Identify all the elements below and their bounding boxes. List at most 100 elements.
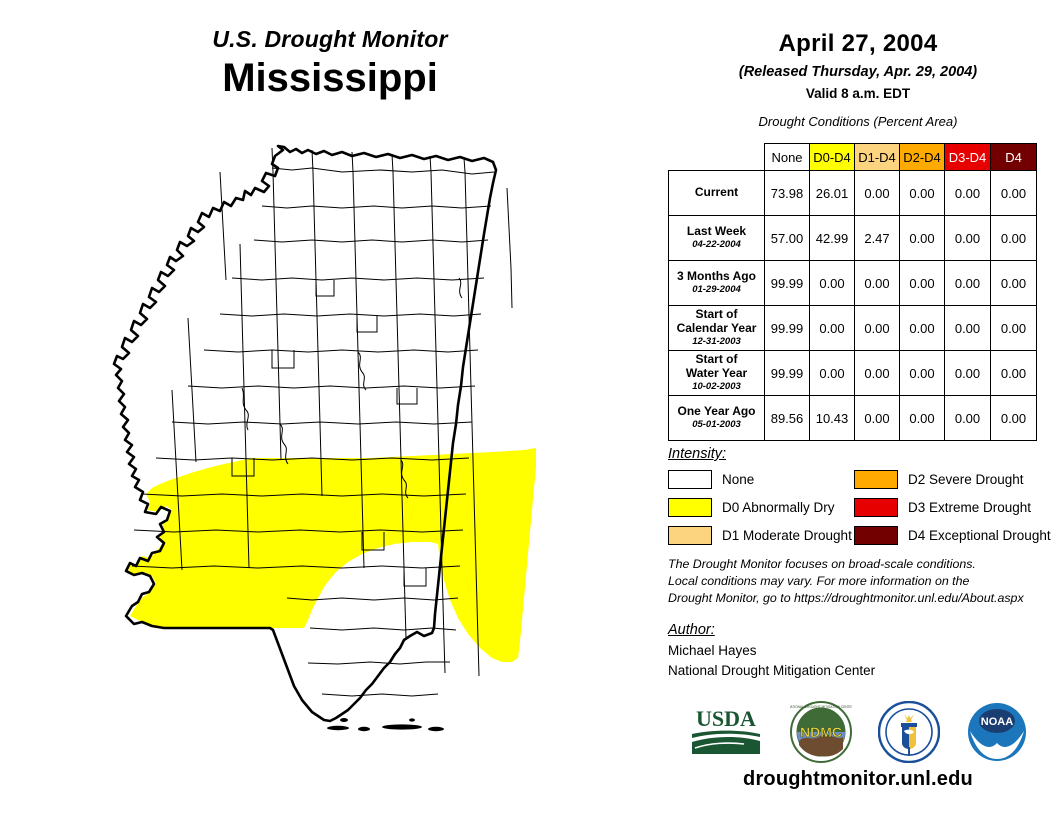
table-row: Last Week 04-22-2004 57.00 42.99 2.47 0.… [668,215,1037,261]
release-date: (Released Thursday, Apr. 29, 2004) [738,64,978,80]
valid-time: Valid 8 a.m. EDT [805,86,911,101]
cell-cy-d4: 0.00 [990,305,1037,351]
cell-lastweek-d4: 0.00 [990,215,1037,261]
map-title-primary: U.S. Drought Monitor [212,26,448,52]
author-organization: National Drought Mitigation Center [668,663,876,678]
usda-logo[interactable]: USDA [688,704,764,760]
cell-wy-d0d4: 0.00 [809,350,855,396]
intensity-legend-grid: None D2 Severe Drought D0 Abnormally Dry… [668,470,1056,545]
row-label-start-calendar-year: Start of Calendar Year 12-31-2003 [668,305,765,351]
barrier-islands [327,718,444,732]
state-outline [112,144,498,723]
cell-1yr-d1d4: 0.00 [854,395,900,441]
legend-item-d0: D0 Abnormally Dry [668,498,854,517]
cell-lastweek-d1d4: 2.47 [854,215,900,261]
cell-lastweek-d2d4: 0.00 [899,215,945,261]
cell-current-d2d4: 0.00 [899,170,945,216]
swatch-d2-icon [854,470,898,489]
cell-current-d1d4: 0.00 [854,170,900,216]
cell-cy-d3d4: 0.00 [944,305,991,351]
legend-label-none: None [722,472,755,487]
cell-3mo-d2d4: 0.00 [899,260,945,306]
cell-1yr-d3d4: 0.00 [944,395,991,441]
cell-cy-d0d4: 0.00 [809,305,855,351]
legend-label-d0: D0 Abnormally Dry [722,500,835,515]
cell-1yr-d0d4: 10.43 [809,395,855,441]
table-row: Start of Water Year 10-02-2003 99.99 0.0… [668,350,1037,396]
author-heading: Author: [668,622,715,638]
drought-conditions-table: None D0-D4 D1-D4 D2-D4 D3-D4 D4 Current [668,143,1037,441]
cell-1yr-none: 89.56 [764,395,810,441]
info-panel: April 27, 2004 (Released Thursday, Apr. … [660,0,1056,816]
intensity-heading: Intensity: [668,446,727,462]
cell-cy-none: 99.99 [764,305,810,351]
col-header-d1-d4: D1-D4 [854,143,900,171]
swatch-d4-icon [854,526,898,545]
legend-item-none: None [668,470,854,489]
legend-item-d4: D4 Exceptional Drought [854,526,1054,545]
logo-row: USDA NDMC NATIONAL DROUGHT MITIGATION CE… [660,694,1056,770]
swatch-d3-icon [854,498,898,517]
report-date: April 27, 2004 [778,30,938,57]
row-label-current: Current [668,170,765,216]
swatch-d0-icon [668,498,712,517]
map-title-block: U.S. Drought Monitor Mississippi [0,26,660,99]
cell-3mo-d0d4: 0.00 [809,260,855,306]
legend-label-d1: D1 Moderate Drought [722,528,852,543]
table-header-row: None D0-D4 D1-D4 D2-D4 D3-D4 D4 [669,143,1037,171]
ndmc-logo-ring-text: NATIONAL DROUGHT MITIGATION CENTER [790,705,852,709]
legend-label-d4: D4 Exceptional Drought [908,528,1051,543]
cell-current-d4: 0.00 [990,170,1037,216]
cell-3mo-d4: 0.00 [990,260,1037,306]
disclaimer-line-1: The Drought Monitor focuses on broad-sca… [668,557,976,571]
col-header-d4: D4 [990,143,1037,171]
disclaimer-line-3[interactable]: Drought Monitor, go to https://droughtmo… [668,591,1024,606]
table-row: Start of Calendar Year 12-31-2003 99.99 … [668,305,1037,351]
table-caption: Drought Conditions (Percent Area) [758,114,958,129]
map-title-state: Mississippi [222,56,438,100]
author-name: Michael Hayes [668,643,757,658]
table-row: One Year Ago 05-01-2003 89.56 10.43 0.00… [668,395,1037,441]
cell-wy-none: 99.99 [764,350,810,396]
cell-3mo-d1d4: 0.00 [854,260,900,306]
usda-logo-text: USDA [696,706,756,731]
ndmc-logo[interactable]: NDMC NATIONAL DROUGHT MITIGATION CENTER [790,701,852,763]
table-row: 3 Months Ago 01-29-2004 99.99 0.00 0.00 … [668,260,1037,306]
cell-wy-d4: 0.00 [990,350,1037,396]
ndmc-logo-text: NDMC [800,724,842,740]
row-label-3-months-ago: 3 Months Ago 01-29-2004 [668,260,765,306]
swatch-d1-icon [668,526,712,545]
cell-lastweek-d3d4: 0.00 [944,215,991,261]
legend-item-d1: D1 Moderate Drought [668,526,854,545]
d0-drought-region [128,448,536,662]
col-header-none: None [764,143,810,171]
cell-wy-d1d4: 0.00 [854,350,900,396]
county-boundaries [131,147,513,697]
cell-wy-d3d4: 0.00 [944,350,991,396]
date-block: April 27, 2004 (Released Thursday, Apr. … [660,0,1056,129]
legend-label-d3: D3 Extreme Drought [908,500,1032,515]
col-header-d0-d4: D0-D4 [809,143,855,171]
commerce-logo[interactable] [878,701,940,763]
row-label-last-week: Last Week 04-22-2004 [668,215,765,261]
drought-conditions-table-wrap: None D0-D4 D1-D4 D2-D4 D3-D4 D4 Current [668,143,1048,441]
author-block: Author: Michael Hayes National Drought M… [668,622,1056,678]
legend-item-d3: D3 Extreme Drought [854,498,1054,517]
disclaimer-text: The Drought Monitor focuses on broad-sca… [668,556,1056,607]
table-row: Current 73.98 26.01 0.00 0.00 0.00 0.00 [668,170,1037,216]
row-label-start-water-year: Start of Water Year 10-02-2003 [668,350,765,396]
cell-lastweek-none: 57.00 [764,215,810,261]
cell-current-none: 73.98 [764,170,810,216]
map-panel: U.S. Drought Monitor Mississippi [0,26,660,818]
col-header-d2-d4: D2-D4 [899,143,945,171]
swatch-none-icon [668,470,712,489]
site-url[interactable]: droughtmonitor.unl.edu [743,768,973,790]
cell-current-d3d4: 0.00 [944,170,991,216]
cell-1yr-d2d4: 0.00 [899,395,945,441]
mississippi-state-map[interactable] [112,128,542,818]
legend-item-d2: D2 Severe Drought [854,470,1054,489]
table-corner-cell [669,144,765,171]
cell-cy-d1d4: 0.00 [854,305,900,351]
noaa-logo[interactable]: NOAA [966,701,1028,763]
